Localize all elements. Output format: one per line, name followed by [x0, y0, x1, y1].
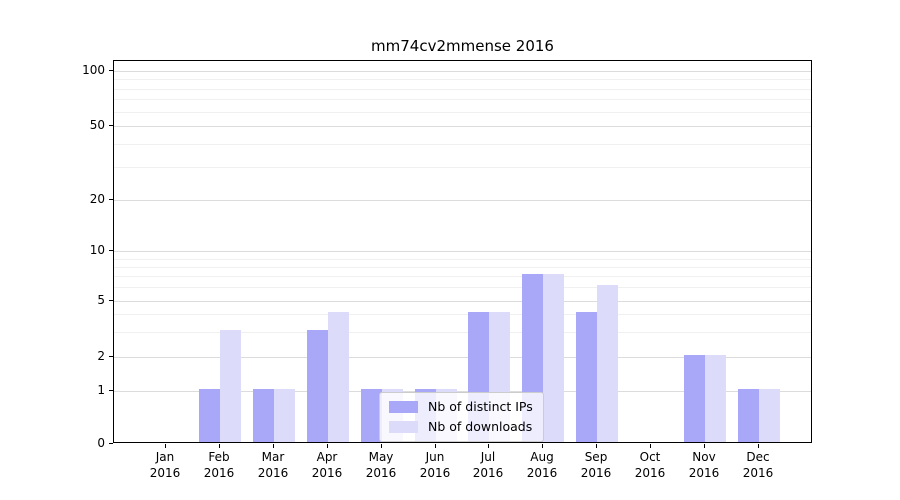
x-tick-mark	[596, 444, 597, 448]
x-tick-label-sep: Sep 2016	[580, 450, 612, 480]
bar-apr-distinct-ips	[307, 330, 328, 442]
y-tick-label: 2	[97, 349, 105, 363]
x-tick-mark	[758, 444, 759, 448]
y-tick-mark	[109, 390, 113, 391]
bar-aug-downloads	[543, 274, 564, 442]
bar-apr-downloads	[328, 312, 349, 442]
x-tick-label-aug: Aug 2016	[526, 450, 558, 480]
x-tick-mark	[273, 444, 274, 448]
y-tick-mark	[109, 125, 113, 126]
bar-mar-distinct-ips	[253, 389, 274, 442]
bar-mar-downloads	[274, 389, 295, 442]
x-tick-label-apr: Apr 2016	[311, 450, 343, 480]
bar-dec-downloads	[759, 389, 780, 442]
bar-sep-distinct-ips	[576, 312, 597, 442]
bar-dec-distinct-ips	[738, 389, 759, 442]
x-tick-mark	[704, 444, 705, 448]
x-tick-label-jan: Jan 2016	[149, 450, 181, 480]
x-tick-mark	[165, 444, 166, 448]
x-tick-label-mar: Mar 2016	[257, 450, 289, 480]
plot-area	[113, 60, 812, 443]
y-tick-mark	[109, 250, 113, 251]
legend-label-downloads: Nb of downloads	[428, 419, 533, 434]
bar-sep-downloads	[597, 285, 618, 442]
bar-feb-downloads	[220, 330, 241, 442]
x-tick-mark	[381, 444, 382, 448]
y-tick-mark	[109, 443, 113, 444]
y-tick-mark	[109, 199, 113, 200]
x-tick-label-oct: Oct 2016	[634, 450, 666, 480]
y-tick-label: 20	[89, 192, 105, 206]
minor-gridline	[114, 287, 811, 288]
x-tick-label-jul: Jul 2016	[472, 450, 504, 480]
y-tick-label: 100	[82, 63, 105, 77]
bar-feb-distinct-ips	[199, 389, 220, 442]
major-gridline	[114, 357, 811, 358]
legend-swatch-distinct-ips	[389, 401, 418, 413]
x-tick-mark	[435, 444, 436, 448]
x-tick-mark	[542, 444, 543, 448]
y-tick-label: 10	[89, 243, 105, 257]
minor-gridline	[114, 314, 811, 315]
legend-swatch-downloads	[389, 421, 418, 433]
major-gridline	[114, 126, 811, 127]
minor-gridline	[114, 267, 811, 268]
y-tick-mark	[109, 356, 113, 357]
minor-gridline	[114, 259, 811, 260]
chart-title: mm74cv2mmense 2016	[371, 37, 554, 55]
x-tick-mark	[327, 444, 328, 448]
minor-gridline	[114, 112, 811, 113]
x-tick-mark	[650, 444, 651, 448]
minor-gridline	[114, 79, 811, 80]
y-tick-label: 5	[97, 293, 105, 307]
legend: Nb of distinct IPs Nb of downloads	[379, 392, 544, 442]
y-tick-label: 1	[97, 383, 105, 397]
major-gridline	[114, 200, 811, 201]
bar-may-distinct-ips	[361, 389, 382, 442]
major-gridline	[114, 391, 811, 392]
y-tick-label: 0	[97, 436, 105, 450]
minor-gridline	[114, 89, 811, 90]
major-gridline	[114, 301, 811, 302]
x-tick-mark	[219, 444, 220, 448]
minor-gridline	[114, 276, 811, 277]
legend-item-distinct-ips: Nb of distinct IPs	[389, 400, 533, 414]
minor-gridline	[114, 144, 811, 145]
y-tick-mark	[109, 70, 113, 71]
x-tick-label-nov: Nov 2016	[688, 450, 720, 480]
bar-nov-downloads	[705, 355, 726, 442]
major-gridline	[114, 251, 811, 252]
minor-gridline	[114, 332, 811, 333]
minor-gridline	[114, 99, 811, 100]
x-tick-mark	[488, 444, 489, 448]
x-tick-label-may: May 2016	[365, 450, 397, 480]
x-tick-label-jun: Jun 2016	[419, 450, 451, 480]
major-gridline	[114, 71, 811, 72]
minor-gridline	[114, 167, 811, 168]
bar-nov-distinct-ips	[684, 355, 705, 442]
y-tick-mark	[109, 300, 113, 301]
y-tick-label: 50	[89, 118, 105, 132]
legend-item-downloads: Nb of downloads	[389, 420, 533, 434]
x-tick-label-feb: Feb 2016	[203, 450, 235, 480]
legend-label-distinct-ips: Nb of distinct IPs	[428, 399, 533, 414]
x-tick-label-dec: Dec 2016	[742, 450, 774, 480]
